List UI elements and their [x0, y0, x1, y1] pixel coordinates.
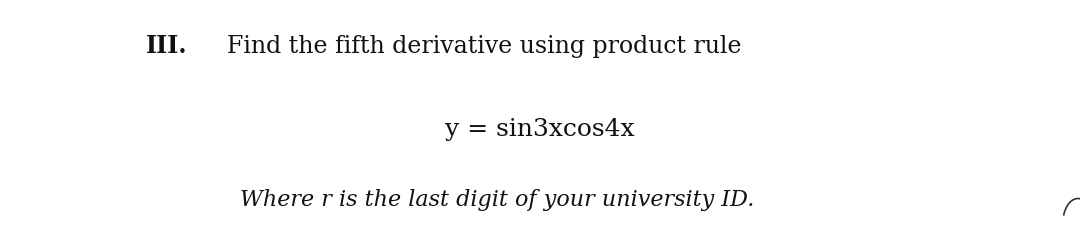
Text: Find the fifth derivative using product rule: Find the fifth derivative using product …: [227, 35, 741, 58]
Text: III.: III.: [146, 34, 187, 58]
Text: y = sin3xcos4x: y = sin3xcos4x: [445, 118, 635, 141]
Text: Where r is the last digit of your university ID.: Where r is the last digit of your univer…: [240, 188, 754, 210]
